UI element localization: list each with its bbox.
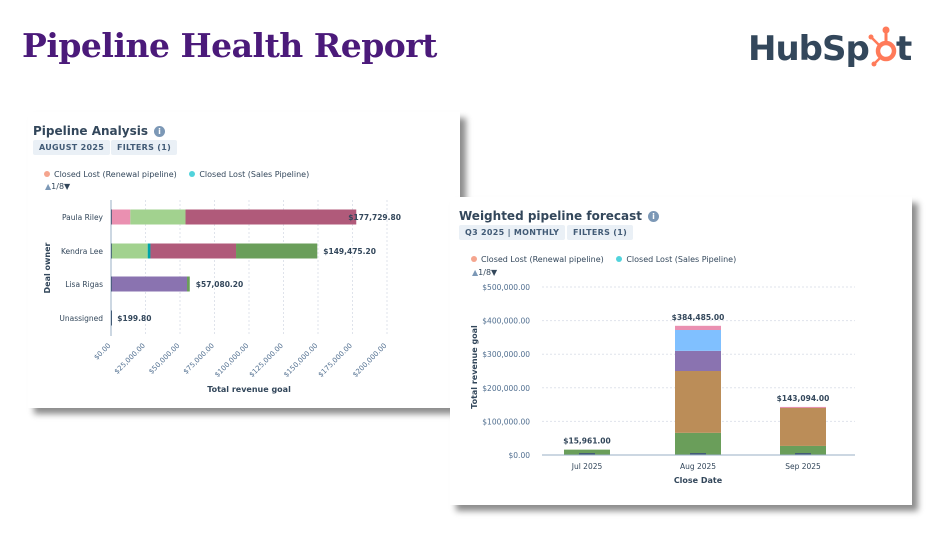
bar-segment	[111, 209, 112, 225]
filters-chip[interactable]: FILTERS (1)	[111, 140, 178, 155]
weighted-forecast-card: Weighted pipeline forecast i Q3 2025 | MO…	[450, 197, 912, 505]
bar-segment	[675, 350, 721, 371]
bar-segment	[780, 445, 826, 455]
bar-total-label: $149,475.20	[323, 247, 376, 256]
bar-total-label: $15,961.00	[563, 437, 610, 446]
bar-segment	[111, 276, 188, 292]
y-tick-label: $200,000.00	[482, 384, 530, 393]
x-category-label: Jul 2025	[571, 462, 603, 471]
legend-item-sales[interactable]: Closed Lost (Sales Pipeline)	[616, 255, 736, 264]
x-category-label: Sep 2025	[785, 462, 821, 471]
bar-segment	[111, 276, 112, 292]
x-tick-label: $100,000.00	[213, 342, 250, 379]
bar-segment	[111, 243, 112, 259]
legend-dot-icon	[471, 256, 477, 262]
y-tick-label: $500,000.00	[482, 283, 530, 292]
svg-text:HubSp: HubSp	[748, 29, 869, 69]
bar-segment	[780, 406, 826, 408]
legend-item-sales[interactable]: Closed Lost (Sales Pipeline)	[189, 170, 309, 179]
y-tick-label: $0.00	[509, 451, 531, 460]
legend: Closed Lost (Renewal pipeline) Closed Lo…	[44, 170, 309, 179]
card-title-text: Weighted pipeline forecast	[459, 209, 642, 223]
card-title-text: Pipeline Analysis	[33, 124, 148, 138]
x-tick-label: $50,000.00	[147, 342, 181, 376]
legend-dot-icon	[189, 171, 196, 177]
x-tick-label: $150,000.00	[282, 342, 319, 379]
bar-segment	[111, 209, 131, 225]
hubspot-logo: HubSp t	[748, 26, 912, 69]
card-title: Weighted pipeline forecast i	[459, 209, 659, 223]
bar-segment	[236, 243, 318, 259]
y-category-label: Paula Riley	[62, 213, 104, 222]
legend-pager: ▲1/8▼	[472, 268, 497, 277]
pager-up-icon[interactable]: ▲	[472, 268, 479, 277]
y-tick-label: $100,000.00	[482, 417, 530, 426]
card-title: Pipeline Analysis i	[33, 124, 165, 138]
pager-down-icon[interactable]: ▼	[491, 268, 498, 277]
bar-total-label: $143,094.00	[777, 394, 830, 403]
bar-segment	[780, 407, 826, 446]
bar-total-label: $384,485.00	[672, 313, 725, 322]
x-tick-label: $200,000.00	[351, 342, 388, 379]
bar-segment	[690, 453, 706, 455]
bar-segment	[147, 243, 151, 259]
bar-segment	[675, 325, 721, 331]
y-tick-label: $400,000.00	[482, 317, 530, 326]
pager-down-icon[interactable]: ▼	[64, 182, 71, 191]
bar-segment	[111, 310, 112, 326]
x-tick-label: $25,000.00	[113, 342, 147, 376]
legend-label: Closed Lost (Sales Pipeline)	[199, 170, 310, 179]
legend-item-renewal[interactable]: Closed Lost (Renewal pipeline)	[471, 255, 604, 264]
x-category-label: Aug 2025	[680, 462, 716, 471]
pager-text: 1/8	[478, 268, 492, 277]
bar-segment	[130, 209, 186, 225]
filters-chip[interactable]: FILTERS (1)	[567, 225, 634, 240]
date-filter-chip[interactable]: Q3 2025 | MONTHLY	[459, 225, 566, 240]
pager-text: 1/8	[51, 182, 65, 191]
date-filter-chip[interactable]: AUGUST 2025	[33, 140, 111, 155]
x-tick-label: $125,000.00	[248, 342, 285, 379]
pager-up-icon[interactable]: ▲	[45, 182, 52, 191]
bar-segment	[675, 371, 721, 433]
x-tick-label: $0.00	[93, 342, 113, 362]
bar-segment	[675, 330, 721, 351]
y-category-label: Kendra Lee	[61, 247, 103, 256]
x-tick-label: $75,000.00	[182, 342, 216, 376]
info-icon[interactable]: i	[153, 126, 165, 137]
legend-dot-icon	[44, 171, 50, 177]
legend-pager: ▲1/8▼	[45, 182, 70, 191]
vertical-bar-chart: $0.00 $100,000.00 $200,000.00 $300,000.00 $4…	[470, 283, 855, 485]
y-tick-label: $300,000.00	[482, 350, 530, 359]
bar-segment	[111, 243, 148, 259]
bar-total-label: $177,729.80	[348, 213, 401, 222]
bar-segment	[564, 449, 610, 455]
x-axis-title: Close Date	[674, 476, 723, 485]
legend-dot-icon	[616, 256, 623, 262]
y-category-label: Lisa Rigas	[65, 280, 103, 289]
info-icon[interactable]: i	[647, 211, 659, 222]
legend-label: Closed Lost (Sales Pipeline)	[626, 255, 737, 264]
bar-segment	[150, 243, 237, 259]
y-category-label: Unassigned	[59, 314, 103, 323]
legend-label: Closed Lost (Renewal pipeline)	[54, 170, 177, 179]
y-axis-title: Deal owner	[43, 242, 52, 293]
y-axis-title: Total revenue goal	[470, 325, 479, 409]
bar-total-label: $199.80	[117, 314, 151, 323]
bar-segment	[795, 453, 811, 455]
svg-text:t: t	[896, 29, 912, 69]
legend-label: Closed Lost (Renewal pipeline)	[481, 255, 604, 264]
page-title: Pipeline Health Report	[22, 26, 437, 65]
legend: Closed Lost (Renewal pipeline) Closed Lo…	[471, 255, 736, 264]
bar-total-label: $57,080.20	[196, 280, 243, 289]
pipeline-analysis-card: Pipeline Analysis i AUGUST 2025 FILTERS (…	[28, 112, 460, 408]
bar-segment	[579, 453, 595, 455]
legend-item-renewal[interactable]: Closed Lost (Renewal pipeline)	[44, 170, 177, 179]
bar-segment	[185, 209, 357, 225]
x-tick-label: $175,000.00	[317, 342, 354, 379]
horizontal-bar-chart: $0.00 $25,000.00 $50,000.00 $75,000.00$100,…	[43, 200, 401, 394]
x-axis-title: Total revenue goal	[207, 385, 291, 394]
bar-segment	[675, 432, 721, 455]
bar-segment	[187, 276, 190, 292]
